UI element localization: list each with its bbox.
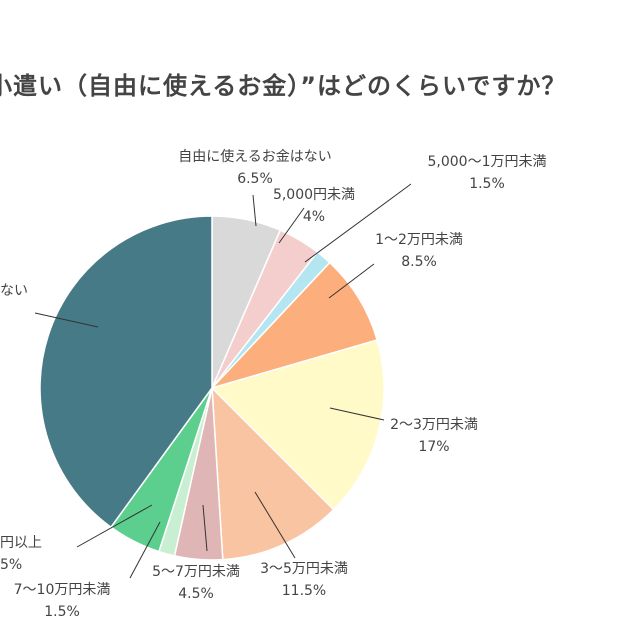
leader-line-6 (202, 504, 208, 552)
leader-line-5 (254, 491, 296, 559)
pie-slice-4 (210, 339, 385, 511)
slice-label-7: 7〜10万円未満 1.5% (13, 582, 111, 620)
slice-label-5: 3〜5万円未満 11.5% (260, 561, 348, 599)
pie-slice-9 (39, 215, 213, 529)
leader-line-4 (329, 407, 385, 421)
slice-label-9: ない (0, 283, 28, 299)
leader-line-8 (76, 504, 153, 548)
slice-label-4: 2〜3万円未満 17% (390, 417, 478, 455)
leader-line-2 (304, 183, 412, 263)
slice-label-6: 5〜7万円未満 4.5% (152, 564, 240, 602)
leader-line-3 (328, 263, 375, 299)
slice-label-8: 円以上 5% (0, 535, 42, 573)
chart-title: 小遣い（自由に使えるお金）”はどのくらいですか？ (0, 72, 567, 100)
leader-line-9 (34, 312, 99, 328)
slice-label-3: 1〜2万円未満 8.5% (375, 232, 463, 270)
leader-line-0 (252, 194, 257, 227)
leader-line-7 (129, 521, 161, 579)
slice-label-0: 自由に使えるお金はない 6.5% (178, 149, 332, 187)
leader-line-1 (278, 207, 305, 244)
slice-label-1: 5,000円未満 4% (272, 187, 356, 225)
pie-slice-5 (211, 386, 335, 561)
pie-slice-3 (209, 261, 379, 390)
slice-label-2: 5,000〜1万円未満 1.5% (427, 154, 547, 192)
